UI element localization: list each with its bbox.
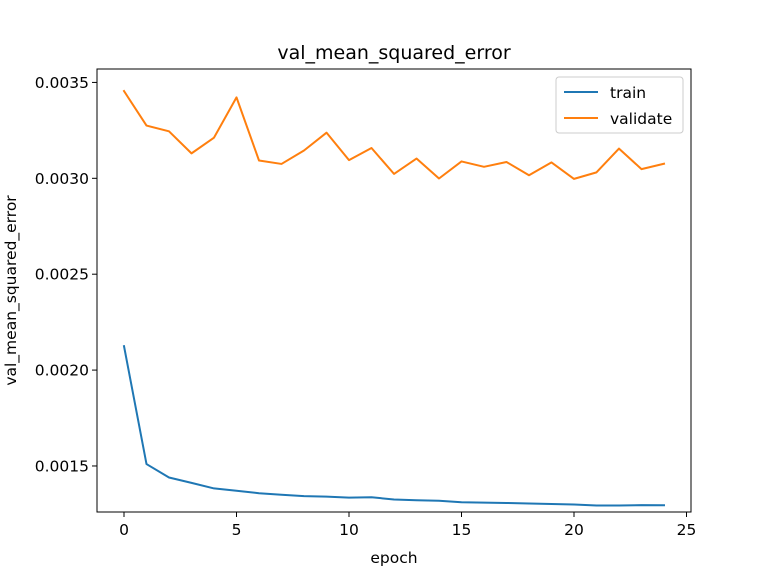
y-tick-label: 0.0020 (35, 362, 89, 380)
plot-area (122, 89, 666, 507)
x-tick-label: 20 (564, 521, 584, 539)
x-axis: 0 5 10 15 20 25 (119, 512, 696, 539)
series-line-validate (122, 89, 666, 180)
series-line-train (122, 344, 666, 507)
chart-title: val_mean_squared_error (277, 42, 511, 64)
x-axis-label: epoch (370, 549, 417, 567)
y-tick-label: 0.0025 (35, 266, 89, 284)
y-axis-label: val_mean_squared_error (2, 195, 21, 386)
y-tick-label: 0.0030 (35, 170, 89, 188)
y-tick-label: 0.0035 (35, 74, 89, 92)
plot-frame (96, 68, 692, 513)
legend-label-validate: validate (610, 110, 672, 128)
legend-label-train: train (610, 84, 646, 102)
y-tick-label: 0.0015 (35, 457, 89, 475)
x-tick-label: 10 (339, 521, 359, 539)
legend: train validate (555, 76, 684, 134)
x-tick-label: 15 (452, 521, 472, 539)
x-tick-label: 5 (232, 521, 242, 539)
x-tick-label: 0 (119, 521, 129, 539)
y-axis: 0.0015 0.0020 0.0025 0.0030 0.0035 (35, 74, 97, 475)
x-tick-label: 25 (677, 521, 697, 539)
